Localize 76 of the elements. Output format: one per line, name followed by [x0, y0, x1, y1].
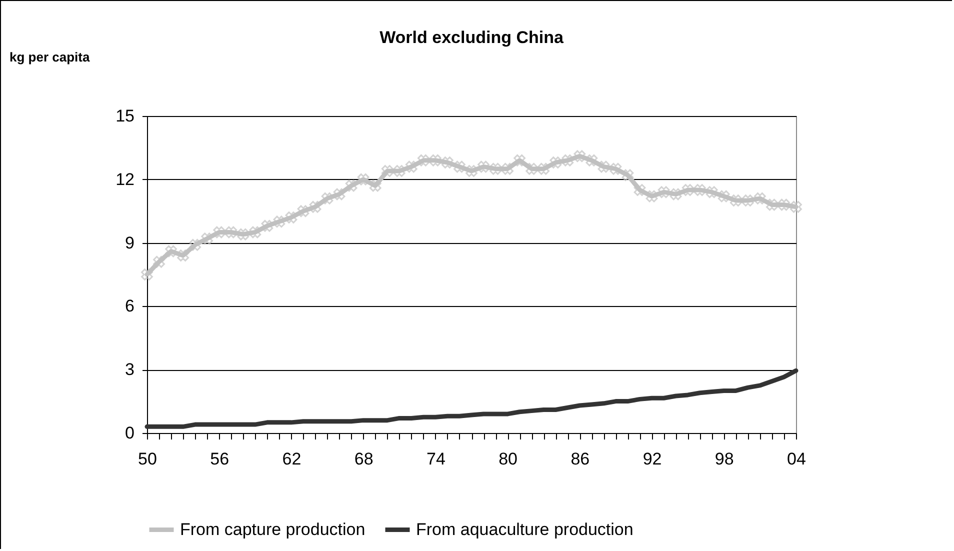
point: [622, 169, 634, 182]
point: [742, 194, 754, 206]
x-tick-label: 74: [426, 450, 446, 468]
legend-label: From capture production: [180, 520, 366, 539]
point: [694, 184, 706, 196]
point: [514, 154, 526, 166]
point: [201, 232, 214, 245]
point: [442, 156, 454, 168]
point: [598, 160, 610, 173]
x-tick-label: 80: [498, 450, 518, 468]
point: [730, 194, 742, 206]
x-tick-label: 68: [354, 450, 374, 468]
point: [754, 192, 766, 204]
x-tick-label: 92: [642, 450, 662, 468]
point: [345, 180, 358, 192]
legend-label: From aquaculture production: [416, 520, 634, 539]
x-tick-label: 04: [787, 450, 806, 468]
point: [706, 186, 718, 198]
point: [646, 190, 658, 202]
point: [333, 188, 346, 200]
point: [357, 173, 370, 186]
point: [261, 220, 274, 232]
x-tick-label: 62: [282, 450, 302, 468]
point: [309, 200, 322, 213]
point: [189, 238, 202, 251]
point: [634, 184, 646, 196]
point: [670, 188, 682, 200]
point: [177, 250, 189, 262]
y-tick-label: 6: [125, 296, 134, 316]
point: [405, 160, 418, 173]
point: [417, 154, 430, 166]
point: [658, 186, 670, 198]
x-tick-label: 50: [138, 450, 157, 468]
point: [526, 162, 538, 175]
point: [297, 205, 310, 218]
point: [490, 162, 502, 175]
point: [550, 156, 562, 168]
point: [249, 226, 262, 238]
point: [790, 200, 802, 213]
y-tick-label: 15: [116, 106, 134, 126]
point: [225, 226, 238, 238]
point: [502, 162, 514, 175]
point: [153, 256, 165, 268]
point: [369, 180, 382, 192]
point: [454, 160, 466, 173]
point: [381, 165, 394, 177]
point: [273, 216, 286, 228]
y-axis-title: kg per capita: [10, 50, 90, 64]
point: [478, 160, 490, 173]
point: [466, 165, 478, 177]
point: [682, 184, 694, 196]
point: [610, 162, 622, 175]
y-tick-label: 0: [125, 424, 134, 442]
point: [574, 150, 586, 162]
point: [430, 154, 442, 166]
y-tick-label: 9: [125, 233, 134, 252]
point: [285, 212, 298, 224]
point: [718, 190, 730, 202]
chart-title: World excluding China: [380, 28, 564, 47]
y-tick-label: 3: [125, 360, 134, 380]
point: [778, 198, 790, 211]
point: [141, 268, 153, 280]
point: [766, 198, 778, 211]
point: [586, 154, 598, 166]
point: [321, 192, 334, 204]
point: [562, 154, 574, 166]
point: [165, 245, 177, 258]
x-tick-label: 98: [714, 450, 734, 468]
point: [538, 162, 550, 175]
point: [393, 165, 406, 177]
point: [237, 228, 250, 240]
x-tick-label: 86: [570, 450, 590, 468]
y-tick-label: 12: [116, 170, 134, 189]
x-tick-label: 56: [210, 450, 230, 468]
line-series: [144, 368, 798, 429]
point: [213, 226, 226, 238]
